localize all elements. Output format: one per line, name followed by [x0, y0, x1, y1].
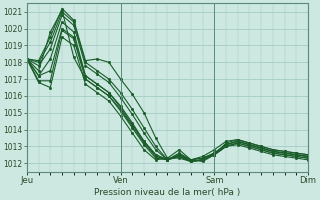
X-axis label: Pression niveau de la mer( hPa ): Pression niveau de la mer( hPa ) — [94, 188, 241, 197]
